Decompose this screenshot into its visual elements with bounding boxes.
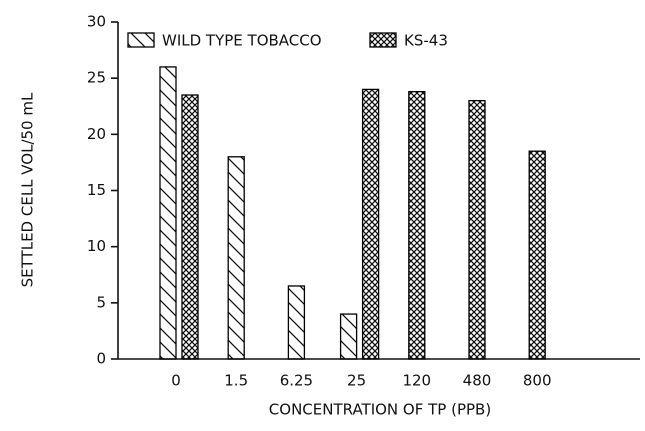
y-axis-label: SETTLED CELL VOL/50 mL — [19, 92, 37, 287]
x-axis-label: CONCENTRATION OF TP (PPB) — [269, 401, 491, 419]
bar — [159, 66, 177, 360]
y-tick-label: 30 — [87, 13, 106, 31]
x-tick-label: 0 — [171, 372, 181, 390]
bar — [528, 150, 546, 360]
y-tick-label: 0 — [96, 350, 106, 368]
bar — [361, 88, 380, 360]
legend-label: KS-43 — [404, 32, 448, 50]
y-tick-label: 10 — [87, 237, 106, 255]
bar — [408, 90, 426, 360]
bar — [181, 94, 199, 360]
bar — [287, 285, 306, 360]
y-tick-label: 5 — [96, 293, 106, 311]
legend-swatch — [127, 32, 155, 48]
x-tick-label: 1.5 — [224, 372, 248, 390]
x-tick-label: 25 — [347, 372, 366, 390]
bar — [227, 156, 245, 360]
x-tick-label: 800 — [523, 372, 552, 390]
legend-label: WILD TYPE TOBACCO — [162, 32, 322, 50]
x-tick-label: 480 — [463, 372, 492, 390]
legend-swatch — [369, 32, 397, 48]
bar — [468, 99, 486, 360]
x-tick-label: 120 — [402, 372, 431, 390]
y-tick-label: 20 — [87, 125, 106, 143]
x-tick-label: 6.25 — [280, 372, 313, 390]
y-tick-label: 25 — [87, 69, 106, 87]
bar — [339, 313, 358, 360]
y-tick-label: 15 — [87, 181, 106, 199]
